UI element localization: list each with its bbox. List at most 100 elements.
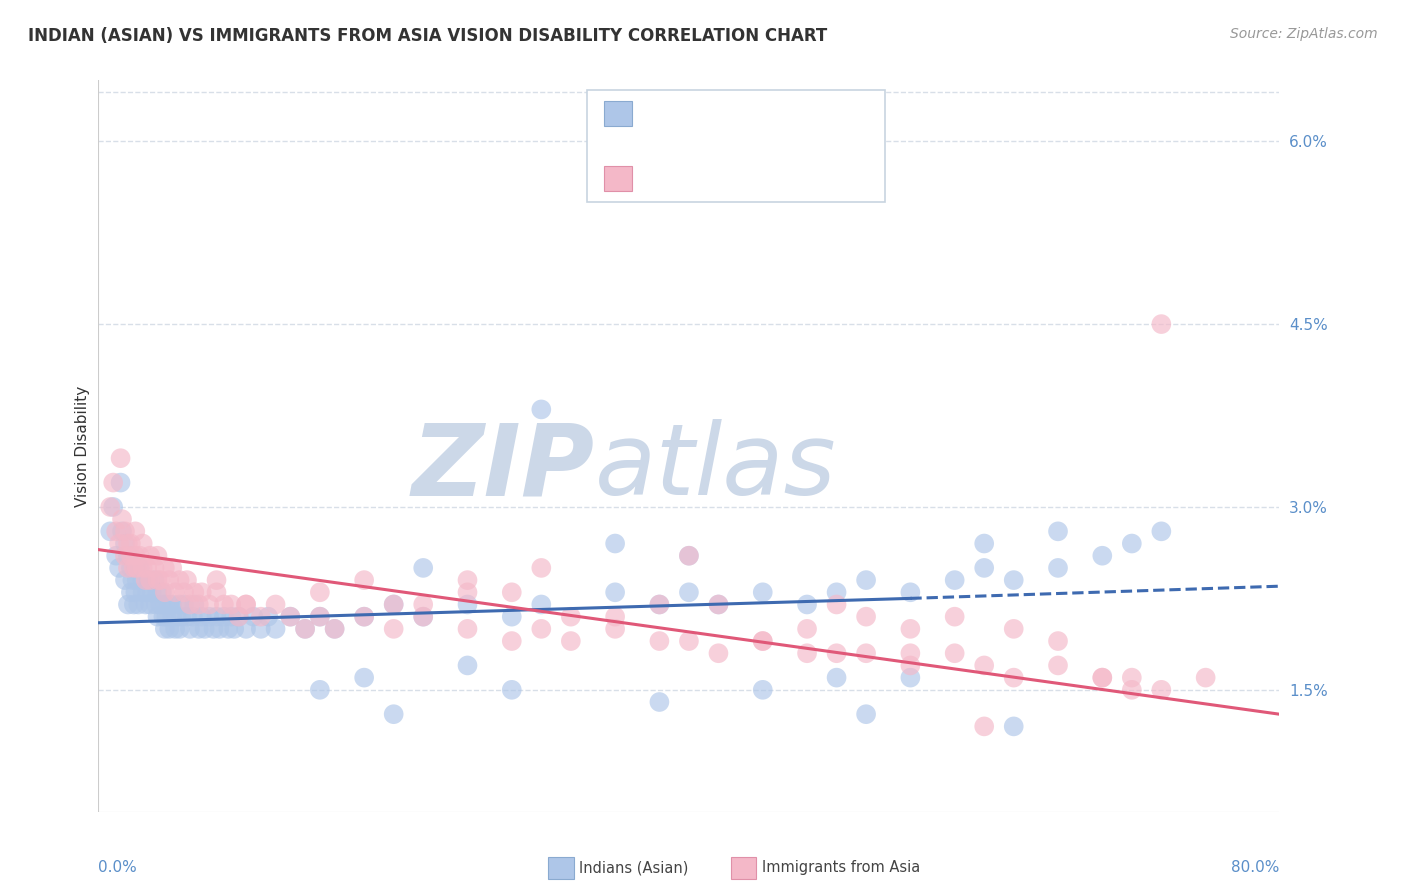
Point <box>796 598 818 612</box>
Point <box>457 658 479 673</box>
Point <box>114 536 136 550</box>
Point <box>530 402 553 417</box>
Point <box>943 646 966 660</box>
Point <box>457 622 479 636</box>
Point <box>855 646 877 660</box>
Point <box>353 609 375 624</box>
Point <box>825 671 848 685</box>
Point <box>153 622 176 636</box>
Point <box>457 585 479 599</box>
Point <box>530 598 553 612</box>
Point <box>157 622 180 636</box>
Point <box>117 549 139 563</box>
Point <box>153 598 176 612</box>
Text: 0.0%: 0.0% <box>98 861 138 875</box>
Point <box>973 658 995 673</box>
Point <box>198 609 221 624</box>
Point <box>165 622 187 636</box>
Point <box>205 585 228 599</box>
Point <box>183 598 205 612</box>
Point <box>1091 549 1114 563</box>
Point <box>1121 682 1143 697</box>
Point <box>212 598 235 612</box>
Point <box>264 598 287 612</box>
Point <box>103 500 125 514</box>
Point <box>165 585 187 599</box>
Point <box>1002 573 1025 587</box>
Point <box>323 622 346 636</box>
Point <box>560 609 582 624</box>
Point <box>208 622 231 636</box>
Point <box>157 598 180 612</box>
Point <box>250 609 273 624</box>
Point <box>127 598 149 612</box>
Point <box>202 622 225 636</box>
Point <box>353 609 375 624</box>
Point <box>146 609 169 624</box>
Point <box>132 585 155 599</box>
Point <box>752 682 775 697</box>
Point <box>943 573 966 587</box>
Point <box>176 609 198 624</box>
Point <box>1150 682 1173 697</box>
Point <box>825 646 848 660</box>
Point <box>605 536 627 550</box>
Point <box>108 561 131 575</box>
Point <box>121 573 143 587</box>
Point <box>1046 524 1070 539</box>
Point <box>110 475 132 490</box>
Point <box>179 622 201 636</box>
Point <box>114 573 136 587</box>
Point <box>1091 671 1114 685</box>
Point <box>132 573 155 587</box>
Point <box>179 598 201 612</box>
Point <box>900 658 922 673</box>
Point <box>169 622 191 636</box>
Point <box>146 573 169 587</box>
Point <box>382 598 405 612</box>
Point <box>205 573 228 587</box>
Point <box>855 573 877 587</box>
Point <box>124 524 146 539</box>
Point <box>294 622 316 636</box>
Text: Indians (Asian): Indians (Asian) <box>579 861 689 875</box>
Point <box>221 598 243 612</box>
Point <box>139 598 162 612</box>
Point <box>707 598 730 612</box>
Point <box>678 634 700 648</box>
Point <box>187 598 209 612</box>
Point <box>530 561 553 575</box>
Point <box>235 598 257 612</box>
Point <box>1121 671 1143 685</box>
Point <box>605 585 627 599</box>
Point <box>114 549 136 563</box>
Point <box>105 524 128 539</box>
Point <box>605 609 627 624</box>
Point <box>135 573 157 587</box>
Point <box>900 622 922 636</box>
Point <box>412 598 434 612</box>
Point <box>1002 719 1025 733</box>
Point <box>122 561 145 575</box>
Point <box>648 598 671 612</box>
Point <box>412 609 434 624</box>
Point <box>135 598 157 612</box>
Point <box>124 549 146 563</box>
Point <box>155 609 177 624</box>
Point <box>382 707 405 722</box>
Point <box>98 500 121 514</box>
Point <box>114 524 136 539</box>
Point <box>648 695 671 709</box>
Point <box>191 609 214 624</box>
Point <box>501 585 523 599</box>
Point <box>221 609 243 624</box>
Point <box>855 707 877 722</box>
Point <box>1150 317 1173 331</box>
Point <box>153 561 176 575</box>
Point <box>1121 536 1143 550</box>
Point <box>1046 658 1070 673</box>
Point <box>162 609 183 624</box>
Point <box>136 561 159 575</box>
Point <box>139 573 162 587</box>
Point <box>132 536 155 550</box>
